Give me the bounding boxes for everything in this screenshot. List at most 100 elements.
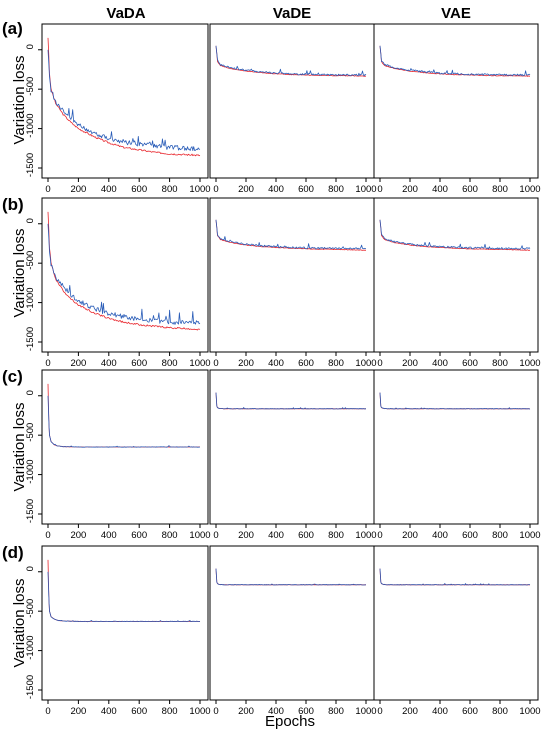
y-tick-label: 0 <box>25 44 36 49</box>
y-tick-label: -1000 <box>25 635 36 659</box>
series-line-blue <box>47 395 201 448</box>
x-tick-label: 600 <box>298 706 314 717</box>
series-line-red <box>215 219 367 251</box>
x-tick-label: 400 <box>268 184 284 195</box>
x-tick-label: 0 <box>45 530 50 541</box>
x-tick-label: 1000 <box>355 184 376 195</box>
x-tick-label: 600 <box>131 358 147 369</box>
x-tick-label: 0 <box>213 530 218 541</box>
y-tick-label: -1500 <box>25 327 36 351</box>
x-tick-label: 600 <box>462 530 478 541</box>
x-tick-label: 800 <box>162 706 178 717</box>
x-tick-label: 1000 <box>189 184 210 195</box>
panel-a-vae: 0 200 400 600 800 1000 <box>373 23 541 195</box>
x-tick-label: 200 <box>70 184 86 195</box>
x-tick-label: 800 <box>162 530 178 541</box>
series-line-red <box>379 219 531 251</box>
x-tick-label: 1000 <box>355 530 376 541</box>
panel-b-vae: 0 200 400 600 800 1000 <box>373 197 541 369</box>
series-line-blue <box>215 219 367 250</box>
x-tick-label: 0 <box>45 358 50 369</box>
series-line-blue <box>215 392 367 410</box>
y-tick-label: -1000 <box>25 287 36 311</box>
x-tick-label: 200 <box>70 358 86 369</box>
series-line-blue <box>379 392 531 410</box>
x-tick-label: 600 <box>298 184 314 195</box>
row-labels: (a) (b) (c) (d) <box>2 19 24 562</box>
x-tick-label: 0 <box>213 706 218 717</box>
x-tick-label: 1000 <box>355 358 376 369</box>
x-tick-label: 200 <box>402 530 418 541</box>
x-tick-label: 600 <box>131 184 147 195</box>
panel-b-vade: 0 200 400 600 800 1000 <box>209 197 377 369</box>
y-tick-label: -500 <box>25 77 36 96</box>
series-line-red <box>215 568 367 586</box>
panel-c-vae: 0 200 400 600 800 1000 <box>373 369 541 541</box>
x-tick-label: 1000 <box>519 184 540 195</box>
panel-c-vada: 0 200 400 600 800 1000 0 -500 -1000 -1500 <box>25 369 211 541</box>
panel-frame <box>41 197 209 353</box>
x-tick-label: 400 <box>268 358 284 369</box>
x-tick-label: 800 <box>328 358 344 369</box>
column-titles: VaDA VaDE VAE <box>106 5 470 22</box>
panel-frame <box>373 23 539 179</box>
y-tick-label: 0 <box>25 566 36 571</box>
series-line-red <box>215 392 366 410</box>
y-tick-label: 0 <box>25 218 36 223</box>
x-tick-label: 0 <box>45 184 50 195</box>
series-line-red <box>47 559 200 622</box>
x-tick-label: 800 <box>328 184 344 195</box>
x-tick-label: 800 <box>162 184 178 195</box>
x-tick-label: 1000 <box>355 706 376 717</box>
x-tick-label: 600 <box>462 184 478 195</box>
x-tick-label: 0 <box>45 706 50 717</box>
series-line-red <box>215 45 367 77</box>
x-tick-label: 400 <box>268 530 284 541</box>
panel-frame <box>373 197 539 353</box>
row-label-c: (c) <box>2 367 23 386</box>
x-tick-label: 0 <box>377 530 382 541</box>
panel-d-vade: 0 200 400 600 800 1000 <box>209 545 377 717</box>
panel-d-vae: 0 200 400 600 800 1000 <box>373 545 541 717</box>
col-title-vae: VAE <box>441 5 471 22</box>
series-line-blue <box>47 49 201 152</box>
y-tick-label: -1000 <box>25 459 36 483</box>
y-tick-label: -500 <box>25 251 36 270</box>
x-tick-label: 1000 <box>519 358 540 369</box>
panel-frame <box>209 23 375 179</box>
panel-frame <box>373 545 539 701</box>
x-tick-label: 800 <box>162 358 178 369</box>
x-tick-label: 0 <box>377 358 382 369</box>
x-tick-label: 600 <box>298 530 314 541</box>
x-tick-label: 400 <box>268 706 284 717</box>
series-line-blue <box>215 568 367 586</box>
x-tick-label: 400 <box>101 358 117 369</box>
x-tick-label: 0 <box>377 184 382 195</box>
series-line-blue <box>47 223 201 325</box>
col-title-vade: VaDE <box>273 5 311 22</box>
series-line-red <box>379 568 531 586</box>
x-tick-label: 200 <box>238 530 254 541</box>
series-line-blue <box>215 45 367 77</box>
x-tick-label: 400 <box>101 530 117 541</box>
panel-frame <box>209 369 375 525</box>
y-tick-label: -1500 <box>25 153 36 177</box>
y-axis-labels: Variation loss Variation loss Variation … <box>11 56 28 668</box>
panel-frame <box>41 545 209 701</box>
panel-frame <box>41 369 209 525</box>
y-tick-label: -1000 <box>25 113 36 137</box>
x-tick-label: 600 <box>462 706 478 717</box>
x-tick-label: 400 <box>101 184 117 195</box>
x-tick-label: 0 <box>377 706 382 717</box>
y-tick-label: -1500 <box>25 675 36 699</box>
x-tick-label: 800 <box>328 706 344 717</box>
row-label-d: (d) <box>2 543 24 562</box>
panel-frame <box>209 197 375 353</box>
panel-frame <box>41 23 209 179</box>
x-tick-label: 200 <box>238 706 254 717</box>
x-tick-label: 1000 <box>519 706 540 717</box>
panel-frame <box>373 369 539 525</box>
x-tick-label: 800 <box>492 358 508 369</box>
panel-d-vada: 0 200 400 600 800 1000 0 -500 -1000 -1500 <box>25 545 211 717</box>
